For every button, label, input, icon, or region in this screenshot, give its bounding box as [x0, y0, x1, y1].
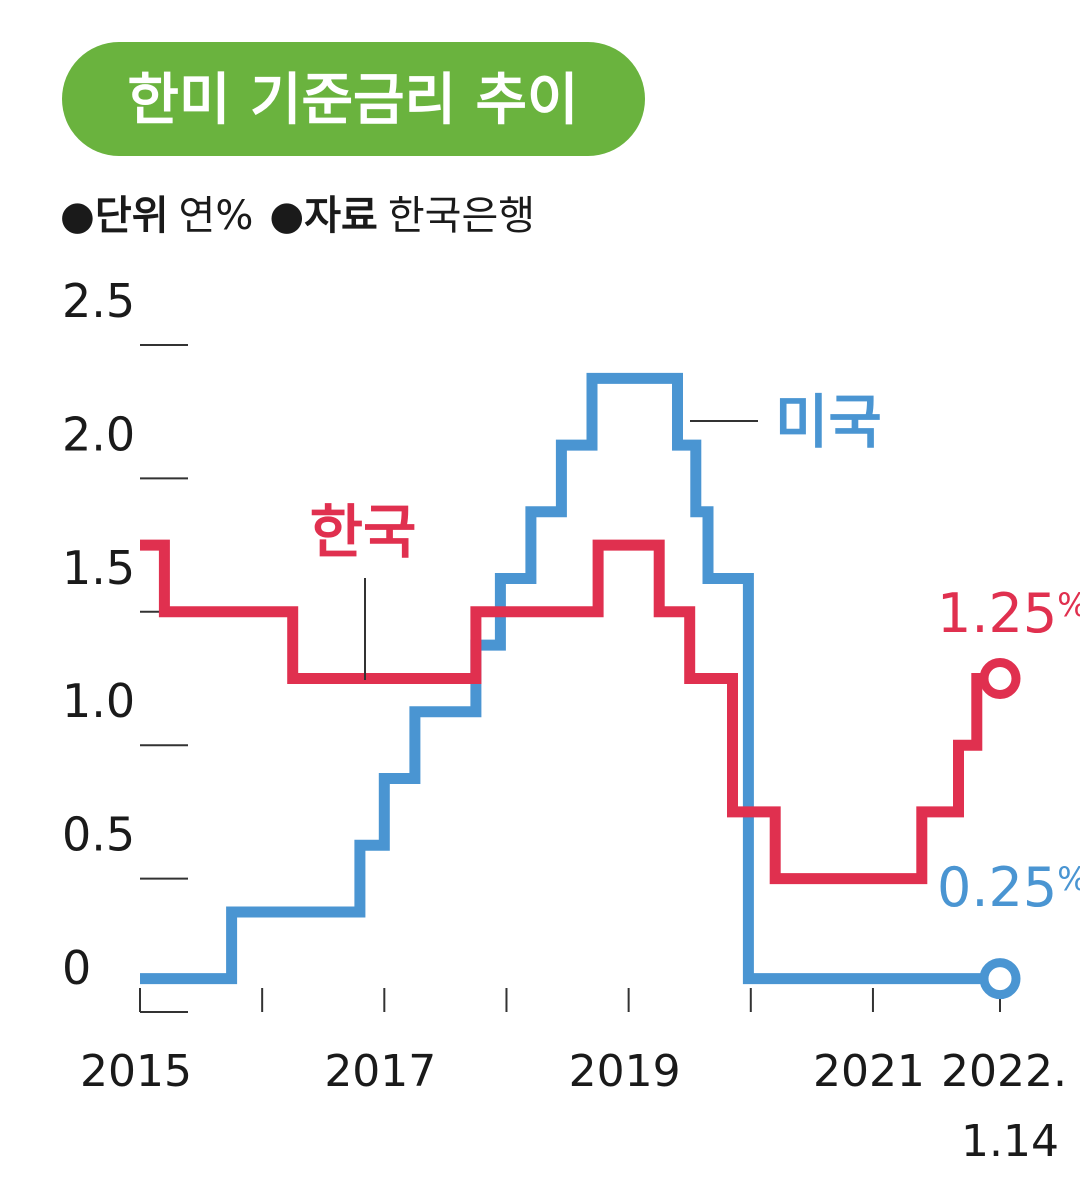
x-tick-sublabel: 1.14 [961, 1116, 1059, 1167]
title-pill [62, 42, 645, 156]
end-value-us: 0.25% [937, 856, 1080, 919]
source-label: ●자료 [269, 193, 378, 239]
unit-label: ●단위 [60, 193, 169, 239]
y-tick-label: 1.5 [62, 541, 135, 595]
x-tick-label: 2019 [569, 1046, 681, 1097]
end-value-korea: 1.25% [937, 582, 1080, 645]
series-end-marker-korea [979, 658, 1021, 699]
series-name-korea: 한국 [310, 498, 417, 566]
x-tick-label: 2015 [80, 1046, 192, 1097]
source-value: 한국은행 [388, 193, 535, 239]
series-name-us: 미국 [775, 388, 882, 456]
series-line-us [140, 372, 1000, 985]
chart-title: 한미 기준금리 추이 [127, 68, 578, 133]
y-tick-label: 0 [62, 941, 91, 995]
x-tick-label: 2022. [941, 1046, 1067, 1097]
x-tick-label: 2021 [813, 1046, 925, 1097]
y-tick-label: 2.5 [62, 274, 135, 328]
meta-line: ●단위 연% ●자료 한국은행 [60, 193, 535, 239]
y-tick-label: 1.0 [62, 674, 135, 728]
series-end-marker-us [979, 958, 1021, 1000]
series-layer [140, 372, 1021, 1000]
unit-value: 연% [179, 193, 254, 239]
x-axis: 2015 2017 2019 2021 2022. 1.14 [80, 988, 1067, 1167]
series-line-korea [140, 539, 1000, 885]
x-tick-label: 2017 [324, 1046, 436, 1097]
y-tick-label: 2.0 [62, 407, 135, 461]
label-layer: 한국 미국 1.25% 0.25% [310, 388, 1080, 919]
y-axis: 0 0.5 1.0 1.5 2.0 2.5 [62, 274, 188, 995]
title-banner: 한미 기준금리 추이 [62, 42, 645, 156]
y-tick-label: 0.5 [62, 808, 135, 862]
